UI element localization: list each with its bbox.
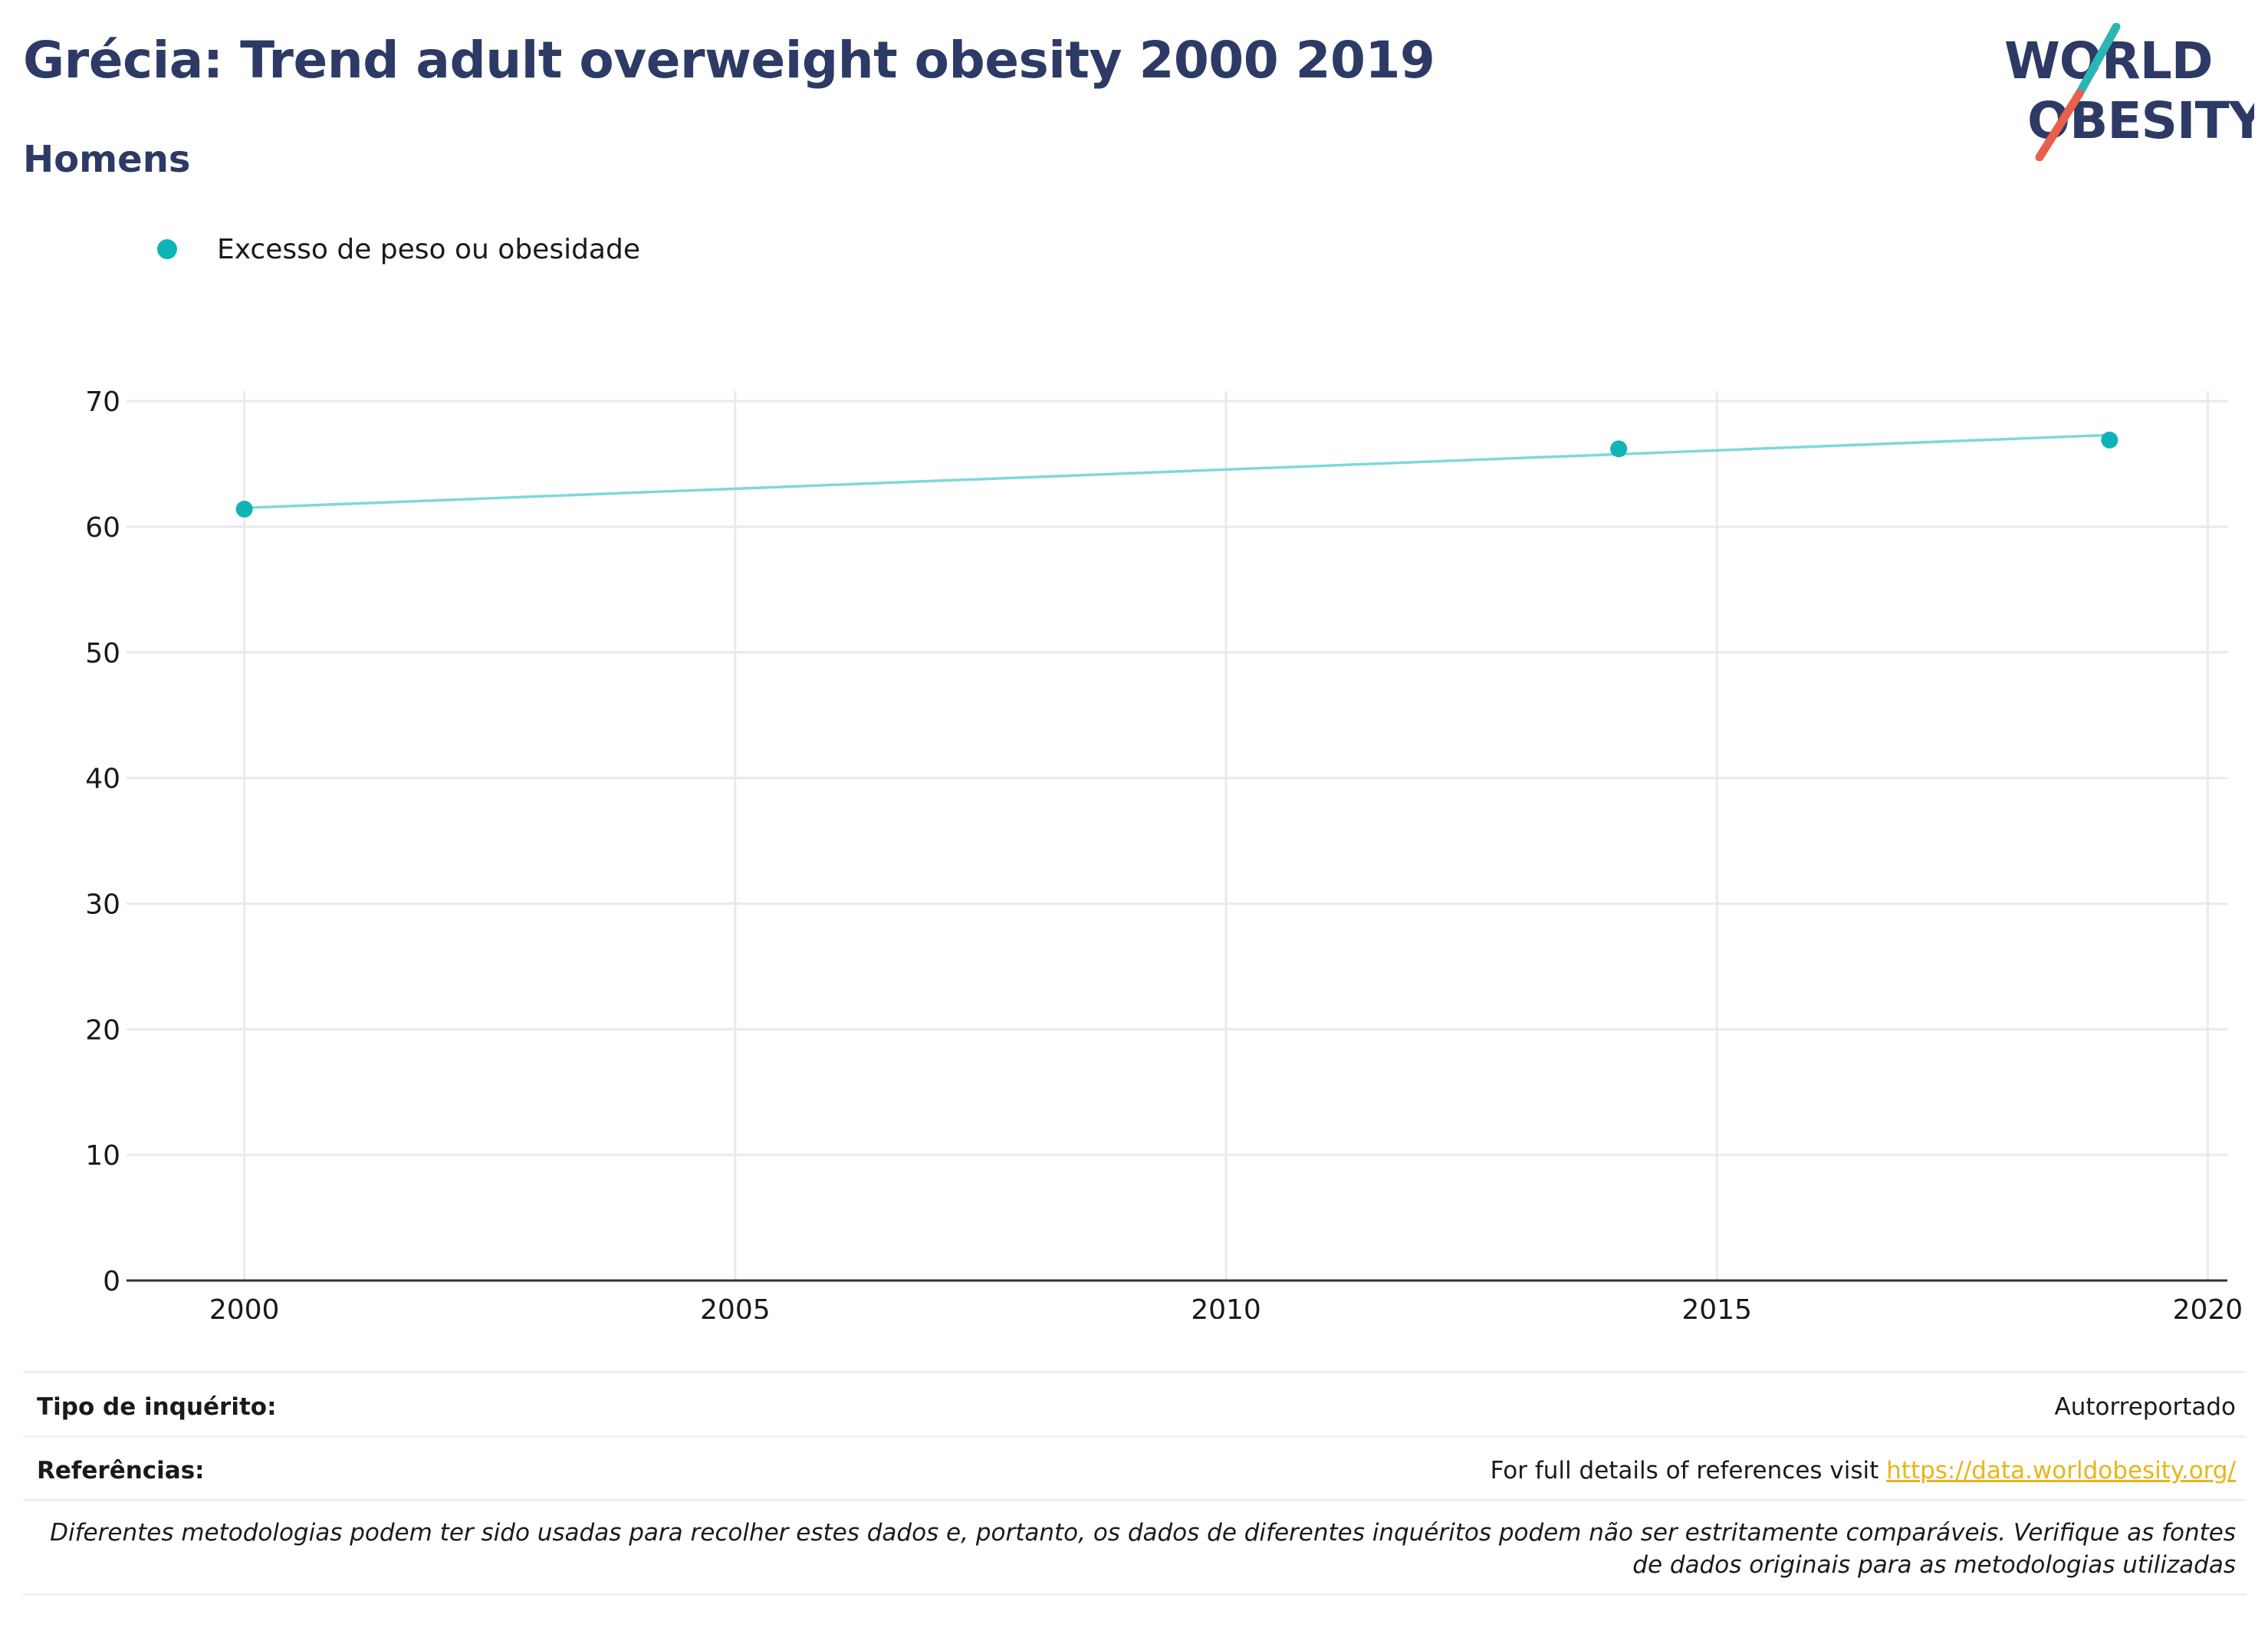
methodology-note: Diferentes metodologias podem ter sido u… <box>50 1519 2236 1579</box>
data-point <box>2101 431 2118 449</box>
references-link[interactable]: https://data.worldobesity.org/ <box>1886 1457 2236 1484</box>
legend-marker-icon <box>157 239 177 259</box>
y-tick-label: 0 <box>103 1266 120 1297</box>
y-tick-label: 30 <box>85 889 120 920</box>
axes: 2000 2005 2010 2015 2020 0 10 20 30 40 50 60 70 <box>85 386 2243 1319</box>
y-tick-label: 20 <box>85 1014 120 1046</box>
footer-divider <box>23 1593 2247 1596</box>
footer-divider <box>23 1435 2247 1438</box>
x-tick-label: 2015 <box>1681 1294 1752 1319</box>
references-row: Referências: For full details of referen… <box>37 1457 2236 1484</box>
x-tick-label: 2000 <box>209 1294 280 1319</box>
data-point <box>1610 440 1628 458</box>
references-text-group: For full details of references visit htt… <box>1491 1457 2236 1484</box>
y-tick-label: 70 <box>85 386 120 418</box>
survey-type-row: Tipo de inquérito: Autorreportado <box>37 1393 2236 1421</box>
series <box>235 431 2118 518</box>
line-chart: 2000 2005 2010 2015 2020 0 10 20 30 40 50 60 70 <box>85 386 2243 1319</box>
survey-type-label: Tipo de inquérito: <box>37 1393 277 1421</box>
grid <box>127 391 2227 1281</box>
y-tick-label: 60 <box>85 512 120 544</box>
x-tick-label: 2005 <box>700 1294 771 1319</box>
data-point <box>235 501 253 518</box>
legend-label: Excesso de peso ou obesidade <box>217 233 640 265</box>
footer-divider <box>23 1371 2247 1373</box>
y-tick-label: 10 <box>85 1140 120 1172</box>
references-label: Referências: <box>37 1457 205 1484</box>
y-tick-label: 50 <box>85 638 120 669</box>
references-text: For full details of references visit <box>1490 1457 1879 1484</box>
y-tick-label: 40 <box>85 764 120 795</box>
legend: Excesso de peso ou obesidade <box>157 230 640 268</box>
x-tick-label: 2010 <box>1191 1294 1261 1319</box>
trend-line <box>244 433 2110 510</box>
footer-divider <box>23 1499 2247 1501</box>
x-tick-label: 2020 <box>2173 1294 2243 1319</box>
chart-subtitle: Homens <box>23 138 191 181</box>
world-obesity-logo: WORLD OBESITY <box>2004 23 2254 161</box>
survey-type-value: Autorreportado <box>2054 1393 2237 1421</box>
chart-title: Grécia: Trend adult overweight obesity 2… <box>23 31 1435 90</box>
